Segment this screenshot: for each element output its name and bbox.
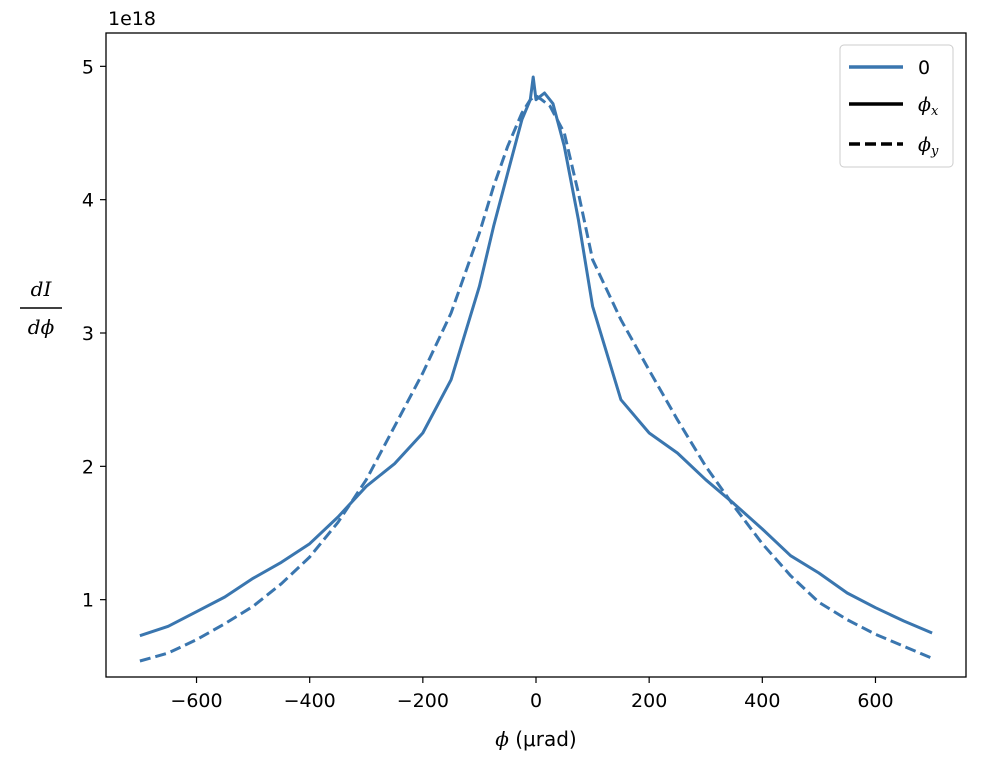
y-tick-label: 2: [82, 456, 94, 478]
y-tick-label: 1: [82, 590, 94, 612]
x-tick-label: 400: [744, 690, 780, 712]
x-axis-unit: (μrad): [509, 727, 577, 751]
legend-label-phix: ϕx: [918, 94, 939, 119]
x-axis-symbol: ϕ: [495, 727, 509, 751]
y-axis-numerator: dI: [31, 277, 53, 301]
plot-lines: [139, 75, 933, 663]
x-tick-label: 0: [530, 690, 542, 712]
x-tick-label: 600: [857, 690, 893, 712]
y-tick-label: 4: [82, 190, 94, 212]
y-axis-denominator: dϕ: [28, 315, 55, 339]
offset-label: 1e18: [108, 8, 156, 30]
svg-text:ϕ (μrad): ϕ (μrad): [495, 727, 577, 751]
y-axis-title: dI dϕ: [20, 277, 62, 339]
y-axis: 1 2 3 4 5: [82, 56, 106, 612]
x-axis: −600 −400 −200 0 200 400 600: [170, 677, 894, 712]
x-tick-label: 200: [631, 690, 667, 712]
y-tick-label: 5: [82, 56, 94, 78]
x-axis-title: ϕ (μrad): [495, 727, 577, 751]
legend-label-phiy: ϕy: [918, 134, 939, 159]
y-tick-label: 3: [82, 323, 94, 345]
x-tick-label: −400: [284, 690, 336, 712]
x-tick-label: −200: [397, 690, 449, 712]
legend: 0 ϕx ϕy: [839, 44, 954, 168]
plot-frame: [105, 32, 967, 678]
legend-box: [839, 44, 954, 168]
legend-label-0: 0: [918, 57, 930, 79]
x-tick-label: −600: [170, 690, 222, 712]
series-line-0: [139, 75, 933, 638]
